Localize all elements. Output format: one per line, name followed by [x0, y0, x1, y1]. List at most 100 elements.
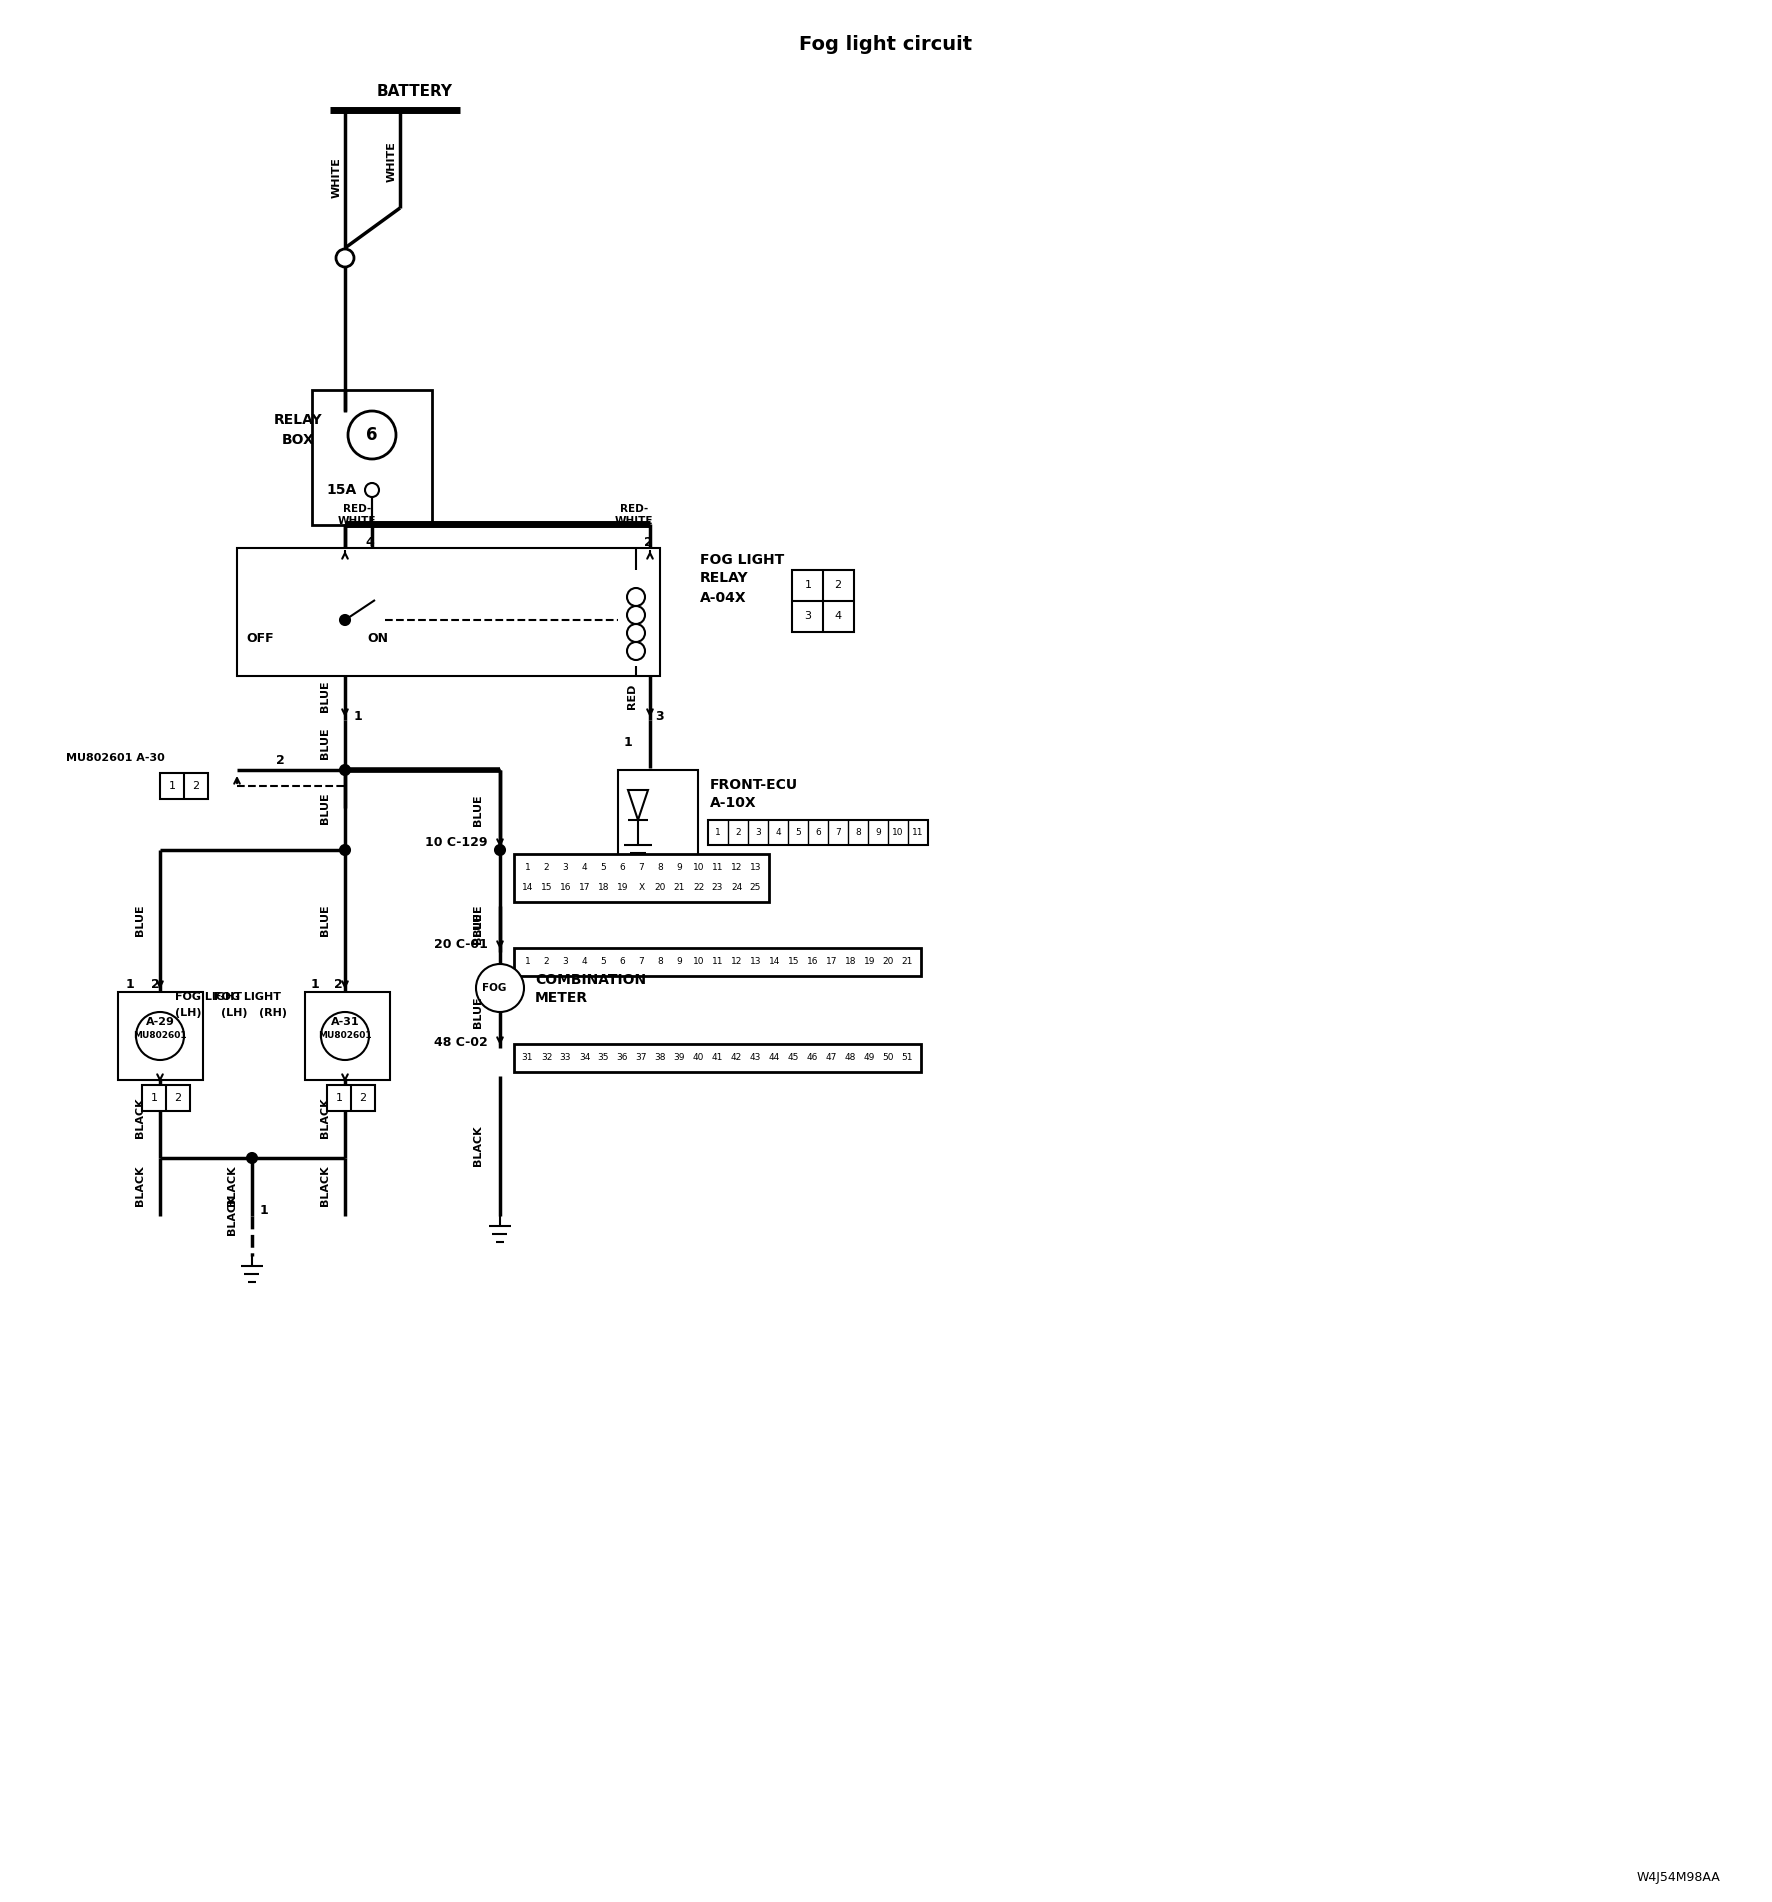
Circle shape	[340, 614, 351, 626]
Text: 40: 40	[693, 1054, 703, 1063]
Text: 2: 2	[835, 580, 842, 590]
Text: FOG LIGHT: FOG LIGHT	[214, 993, 282, 1002]
Text: 3: 3	[656, 709, 664, 723]
Text: 1: 1	[151, 1094, 158, 1103]
Text: 15: 15	[789, 957, 799, 966]
Text: X: X	[638, 884, 645, 892]
Text: 7: 7	[638, 864, 645, 873]
Text: 6: 6	[815, 827, 820, 837]
Text: 2: 2	[174, 1094, 181, 1103]
Bar	[305, 993, 390, 1080]
Bar	[514, 854, 769, 902]
Text: BLACK: BLACK	[227, 1194, 237, 1234]
Text: 1: 1	[260, 1204, 268, 1217]
Text: A-31: A-31	[331, 1018, 360, 1027]
Text: WHITE: WHITE	[386, 141, 397, 183]
Text: 36: 36	[617, 1054, 629, 1063]
Circle shape	[627, 643, 645, 660]
Text: 1: 1	[804, 580, 812, 590]
Text: 4: 4	[774, 827, 781, 837]
Text: 24: 24	[730, 884, 742, 892]
Text: 25: 25	[750, 884, 762, 892]
Bar	[514, 1044, 921, 1073]
Text: (LH): (LH)	[222, 1008, 248, 1018]
Text: 1: 1	[168, 782, 175, 791]
Text: MU802601 A-30: MU802601 A-30	[66, 753, 165, 763]
Text: 7: 7	[638, 957, 645, 966]
Text: 2: 2	[643, 536, 652, 550]
Text: BLACK: BLACK	[321, 1166, 330, 1206]
Text: MU802601: MU802601	[319, 1031, 372, 1040]
Text: 3: 3	[755, 827, 760, 837]
Text: BATTERY: BATTERY	[377, 84, 454, 99]
Text: 1: 1	[335, 1094, 342, 1103]
Text: FRONT-ECU: FRONT-ECU	[711, 778, 797, 791]
Text: 11: 11	[913, 827, 923, 837]
Text: 2: 2	[544, 864, 549, 873]
Text: 2: 2	[544, 957, 549, 966]
Text: Fog light circuit: Fog light circuit	[799, 36, 973, 55]
Text: 6: 6	[620, 864, 626, 873]
Text: 10: 10	[693, 957, 703, 966]
Text: BOX: BOX	[282, 434, 314, 447]
Text: 48: 48	[845, 1054, 856, 1063]
Text: 12: 12	[730, 957, 742, 966]
Text: 11: 11	[712, 864, 723, 873]
Text: MU802601: MU802601	[133, 1031, 186, 1040]
Text: 2: 2	[151, 978, 159, 991]
Text: 6: 6	[367, 426, 377, 443]
Text: A-04X: A-04X	[700, 592, 746, 605]
Text: 5: 5	[601, 957, 606, 966]
Text: 20: 20	[656, 884, 666, 892]
Text: BLACK: BLACK	[473, 1126, 484, 1166]
Text: 19: 19	[617, 884, 629, 892]
Text: 5: 5	[601, 864, 606, 873]
Text: BLUE: BLUE	[135, 903, 145, 936]
Text: 11: 11	[712, 957, 723, 966]
Text: 1: 1	[354, 709, 363, 723]
Text: RED-
WHITE: RED- WHITE	[338, 504, 376, 525]
Text: 4: 4	[835, 611, 842, 620]
Text: 8: 8	[657, 957, 663, 966]
Text: 50: 50	[882, 1054, 895, 1063]
Text: 2: 2	[276, 753, 284, 767]
Text: 10: 10	[893, 827, 904, 837]
Text: 8: 8	[856, 827, 861, 837]
Text: 42: 42	[730, 1054, 742, 1063]
Text: RED: RED	[627, 683, 636, 709]
Text: 10: 10	[693, 864, 703, 873]
Text: 37: 37	[636, 1054, 647, 1063]
Circle shape	[246, 1153, 257, 1162]
Text: RELAY: RELAY	[273, 413, 323, 428]
Circle shape	[340, 765, 351, 774]
Polygon shape	[627, 789, 649, 820]
Text: 5: 5	[796, 827, 801, 837]
Bar	[328, 1084, 376, 1111]
Text: WHITE: WHITE	[331, 158, 342, 198]
Text: 1: 1	[525, 957, 530, 966]
Text: 2: 2	[333, 978, 342, 991]
Text: 9: 9	[875, 827, 881, 837]
Text: 14: 14	[521, 884, 533, 892]
Text: 2: 2	[360, 1094, 367, 1103]
Text: 2: 2	[735, 827, 741, 837]
Text: 1: 1	[126, 978, 135, 991]
Text: 15: 15	[540, 884, 553, 892]
Text: 23: 23	[712, 884, 723, 892]
Bar	[514, 947, 921, 976]
Bar	[709, 820, 929, 844]
Text: W4J54M98AA: W4J54M98AA	[1636, 1872, 1721, 1885]
Text: 10 C-129: 10 C-129	[425, 837, 487, 850]
Text: 4: 4	[365, 536, 374, 550]
Text: 33: 33	[560, 1054, 571, 1063]
Text: 3: 3	[563, 864, 569, 873]
Text: 14: 14	[769, 957, 780, 966]
Text: BLUE: BLUE	[321, 793, 330, 824]
Bar	[237, 548, 659, 675]
Text: 21: 21	[902, 957, 913, 966]
Text: 1: 1	[624, 736, 633, 749]
Text: A-29: A-29	[145, 1018, 174, 1027]
Text: 17: 17	[579, 884, 590, 892]
Text: 13: 13	[750, 864, 762, 873]
Text: BLACK: BLACK	[135, 1097, 145, 1137]
